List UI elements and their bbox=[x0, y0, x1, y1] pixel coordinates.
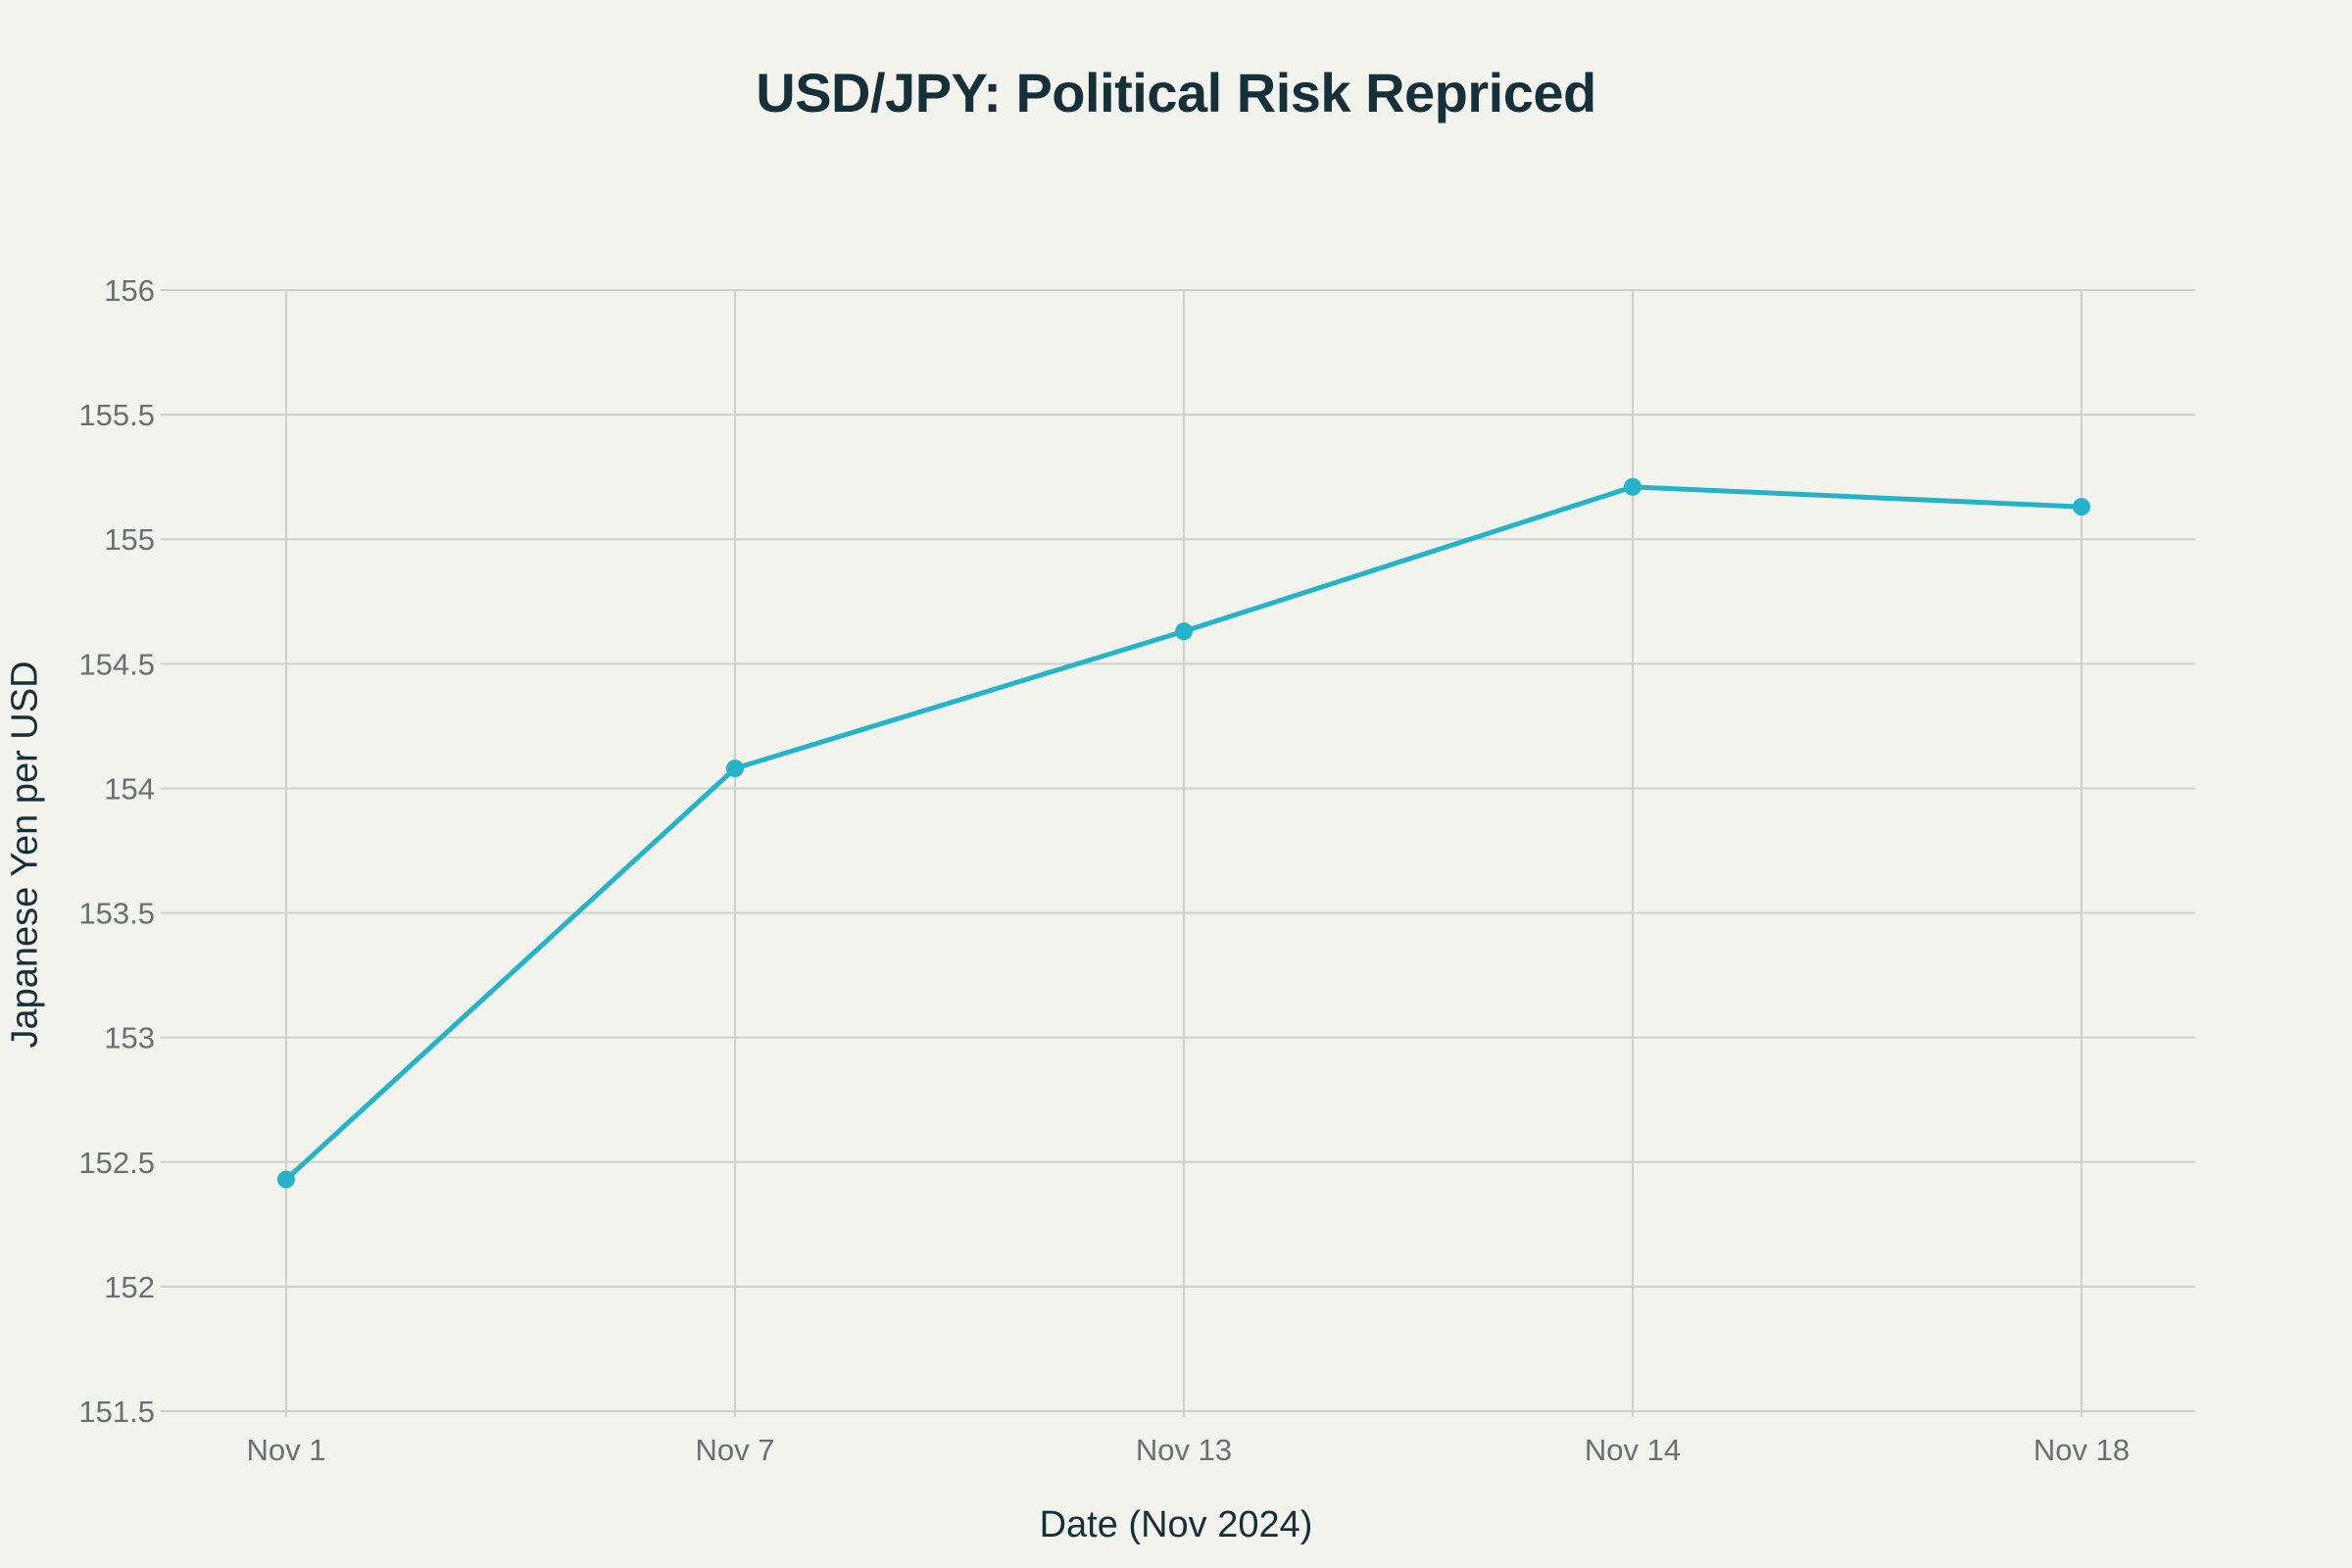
y-tick-label: 152 bbox=[104, 1270, 155, 1304]
y-tick-label: 153 bbox=[104, 1021, 155, 1055]
series-layer bbox=[277, 477, 2090, 1189]
data-point-nov-1[interactable] bbox=[277, 1170, 295, 1189]
y-tick-label: 156 bbox=[104, 273, 155, 308]
y-tick-label: 155.5 bbox=[78, 398, 155, 432]
x-tick-label: Nov 14 bbox=[1585, 1433, 1681, 1467]
grid-layer bbox=[161, 289, 2195, 1417]
x-axis-title: Date (Nov 2024) bbox=[1039, 1504, 1313, 1545]
y-tick-label: 151.5 bbox=[78, 1395, 155, 1429]
y-tick-label: 154 bbox=[104, 771, 155, 806]
data-point-nov-13[interactable] bbox=[1175, 622, 1193, 641]
x-tick-label: Nov 7 bbox=[696, 1433, 775, 1467]
y-tick-label: 152.5 bbox=[78, 1146, 155, 1180]
data-point-nov-14[interactable] bbox=[1624, 477, 1642, 496]
x-axis-ticks: Nov 1 Nov 7 Nov 13 Nov 14 Nov 18 bbox=[247, 1433, 2131, 1467]
y-tick-label: 154.5 bbox=[78, 647, 155, 681]
data-point-nov-7[interactable] bbox=[726, 760, 744, 778]
chart-title: USD/JPY: Political Risk Repriced bbox=[756, 62, 1596, 123]
data-point-nov-18[interactable] bbox=[2073, 498, 2090, 516]
x-tick-label: Nov 1 bbox=[247, 1433, 326, 1467]
x-tick-label: Nov 13 bbox=[1136, 1433, 1232, 1467]
y-axis-title: Japanese Yen per USD bbox=[4, 661, 46, 1049]
y-tick-label: 153.5 bbox=[78, 897, 155, 931]
y-tick-label: 155 bbox=[104, 522, 155, 557]
y-axis-ticks: 151.5 152 152.5 153 153.5 154 154.5 155 155.5 156 bbox=[78, 273, 155, 1429]
x-tick-label: Nov 18 bbox=[2034, 1433, 2130, 1467]
